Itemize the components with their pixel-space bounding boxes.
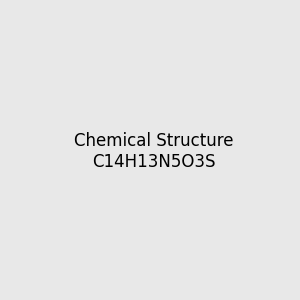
Text: Chemical Structure
C14H13N5O3S: Chemical Structure C14H13N5O3S xyxy=(74,132,233,171)
